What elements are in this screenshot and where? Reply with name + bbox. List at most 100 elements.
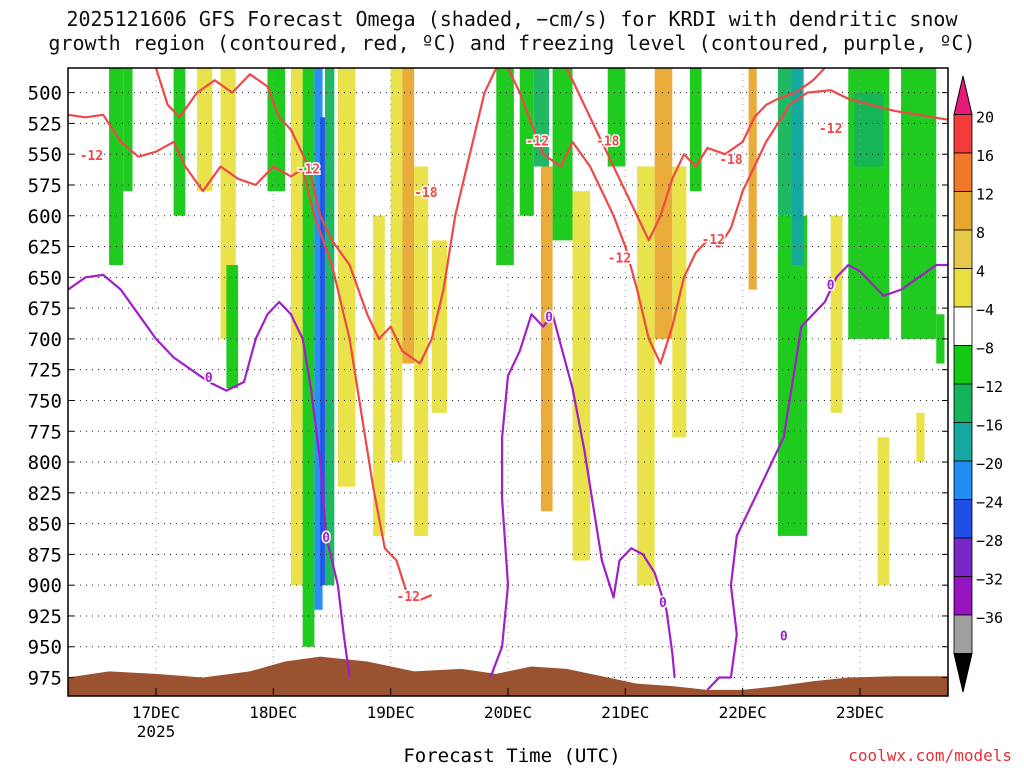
- y-tick-label: 575: [28, 175, 62, 197]
- colorbar-label: 12: [976, 185, 994, 203]
- omega-region: [173, 68, 186, 216]
- colorbar-swatch: [953, 306, 973, 346]
- omega-region: [197, 68, 213, 192]
- colorbar-swatch: [953, 537, 973, 577]
- contour-label: -12: [819, 122, 842, 137]
- y-tick-label: 975: [28, 668, 62, 690]
- colorbar-label: −28: [976, 532, 1003, 550]
- y-tick-label: 875: [28, 544, 62, 566]
- omega-region: [402, 68, 415, 364]
- omega-region: [877, 437, 890, 586]
- colorbar-swatch: [953, 383, 973, 423]
- colorbar-label: −32: [976, 570, 1003, 588]
- omega-region: [109, 68, 124, 266]
- omega-region: [302, 68, 315, 647]
- omega-region: [540, 166, 553, 512]
- contour-label: -18: [414, 186, 438, 201]
- colorbar-label: 8: [976, 224, 985, 242]
- colorbar-swatch: [953, 422, 973, 462]
- x-axis-title: Forecast Time (UTC): [403, 745, 621, 767]
- contour-label: 0: [659, 596, 667, 611]
- colorbar-top-arrow: [953, 75, 973, 115]
- y-tick-label: 900: [28, 575, 62, 597]
- contour-line: [154, 68, 498, 365]
- y-tick-label: 700: [28, 329, 62, 351]
- omega-region: [373, 215, 385, 536]
- colorbar-label: −8: [976, 339, 994, 357]
- contour-label: 0: [322, 531, 330, 546]
- omega-region: [607, 68, 626, 167]
- colorbar-label: −20: [976, 455, 1003, 473]
- contours: [68, 68, 948, 691]
- omega-region: [226, 265, 239, 389]
- colorbar-swatch: [953, 499, 973, 539]
- colorbar-swatch: [953, 114, 973, 154]
- colorbar-label: −36: [976, 609, 1003, 627]
- y-tick-label: 500: [28, 83, 62, 105]
- colorbar-swatch: [953, 191, 973, 231]
- terrain-surface: [68, 656, 948, 696]
- contour-line: [565, 68, 826, 242]
- contour-label: 0: [545, 310, 553, 325]
- omega-region: [791, 68, 804, 266]
- omega-region: [672, 166, 687, 438]
- x-tick-label: 20DEC: [484, 703, 532, 722]
- contour-label: 0: [205, 371, 213, 386]
- y-tick-label: 750: [28, 390, 62, 412]
- credit-link[interactable]: coolwx.com/models: [848, 746, 1012, 765]
- y-tick-label: 950: [28, 637, 62, 659]
- omega-region: [901, 68, 937, 339]
- colorbar-swatch: [953, 614, 973, 654]
- colorbar-label: −4: [976, 301, 994, 319]
- axes: 500 525 550 575 600 625 650 675 700 725 750 775 800 8…: [28, 67, 949, 741]
- omega-region: [748, 68, 757, 290]
- contour-line: [68, 273, 351, 678]
- omega-region: [496, 68, 514, 266]
- y-tick-label: 525: [28, 113, 62, 135]
- contour-line: [68, 113, 433, 602]
- x-tick-label: 23DEC: [836, 703, 884, 722]
- contour-label: 0: [827, 278, 835, 293]
- contour-label: -18: [596, 134, 620, 149]
- omega-region: [689, 68, 702, 192]
- contour-line: [706, 263, 948, 691]
- omega-region: [123, 68, 133, 192]
- contour-label: -12: [397, 590, 420, 605]
- contour-label: -12: [297, 163, 320, 178]
- contour-label: -12: [526, 134, 549, 149]
- colorbar-label: 16: [976, 147, 994, 165]
- y-tick-label: 725: [28, 360, 62, 382]
- colorbar-label: −24: [976, 493, 1003, 511]
- omega-region: [431, 240, 447, 413]
- contour-label: -12: [80, 149, 103, 164]
- colorbar-swatch: [953, 229, 973, 269]
- y-tick-label: 775: [28, 421, 62, 443]
- terrain: [68, 656, 948, 696]
- x-tick-label: 21DEC: [601, 703, 649, 722]
- omega-region: [552, 68, 573, 241]
- contour-label: 0: [780, 629, 788, 644]
- y-tick-label: 925: [28, 606, 62, 628]
- colorbar-label: 20: [976, 108, 994, 126]
- omega-region: [320, 117, 325, 586]
- y-tick-label: 800: [28, 452, 62, 474]
- colorbar-label: −16: [976, 416, 1003, 434]
- colorbar-swatch: [953, 268, 973, 308]
- x-tick-label: 18DEC: [249, 703, 297, 722]
- omega-region: [390, 68, 403, 463]
- y-tick-label: 650: [28, 267, 62, 289]
- contour-label: -12: [702, 233, 725, 248]
- omega-region: [314, 68, 323, 610]
- x-tick-label: 22DEC: [719, 703, 767, 722]
- colorbar-swatch: [953, 576, 973, 616]
- y-tick-label: 625: [28, 237, 62, 259]
- contour-label: -12: [608, 251, 631, 266]
- omega-region: [830, 215, 843, 413]
- y-tick-label: 825: [28, 483, 62, 505]
- colorbar-label: −12: [976, 378, 1003, 396]
- y-tick-label: 850: [28, 514, 62, 536]
- chart-title-line2: growth region (contoured, red, ºC) and f…: [48, 31, 976, 55]
- omega-region: [324, 68, 335, 586]
- chart-title-line1: 2025121606 GFS Forecast Omega (shaded, −…: [66, 7, 958, 31]
